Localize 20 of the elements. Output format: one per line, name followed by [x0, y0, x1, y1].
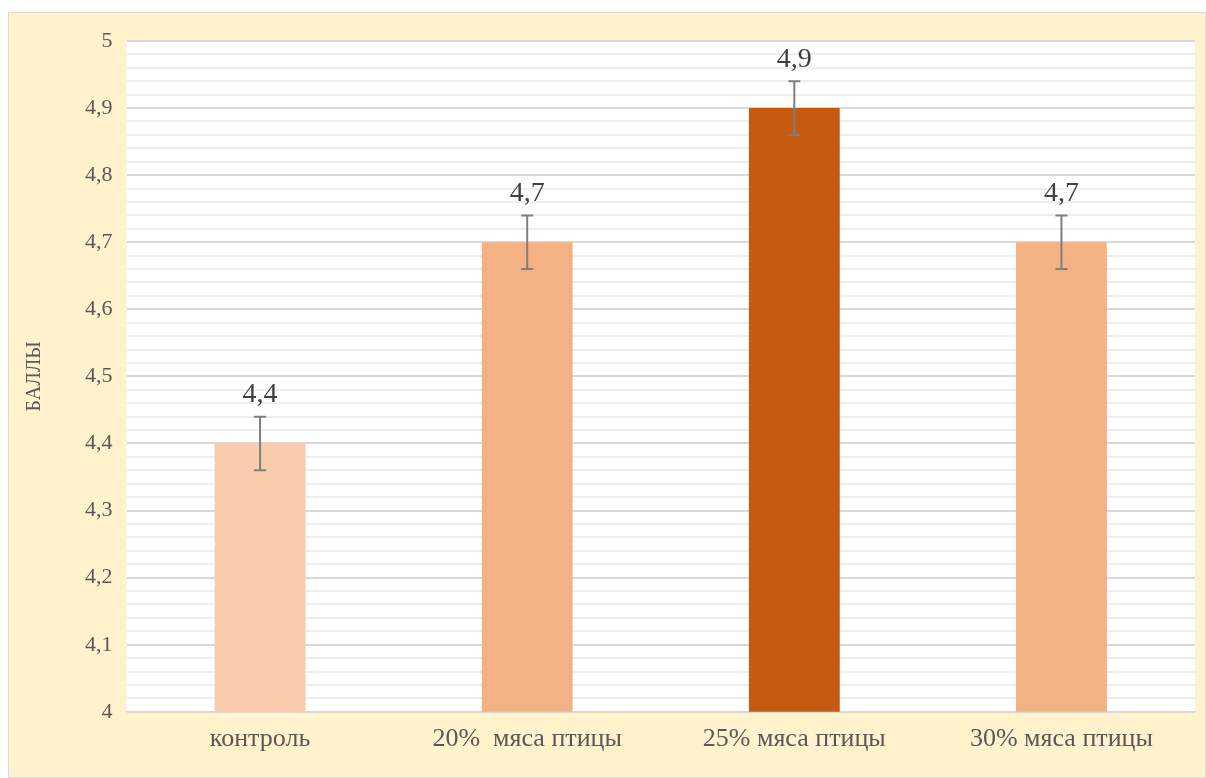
- y-tick-label: 4,5: [85, 362, 113, 388]
- data-label: 4,7: [509, 175, 545, 207]
- x-tick-label: 25% мяса птицы: [702, 723, 886, 753]
- y-tick-label: 4,4: [85, 429, 113, 455]
- data-label: 4,4: [242, 377, 278, 409]
- x-tick-label: 20% мяса птицы: [432, 723, 622, 753]
- y-tick-label: 4,8: [85, 160, 113, 186]
- y-tick-label: 4,9: [85, 93, 113, 119]
- x-tick-label: контроль: [209, 723, 311, 753]
- y-tick-label: 4,2: [85, 563, 113, 589]
- y-tick-label: 4,6: [85, 295, 113, 321]
- y-tick-label: 4: [101, 697, 113, 723]
- y-tick-label: 4,7: [85, 228, 113, 254]
- y-tick-label: 4,3: [85, 496, 113, 522]
- y-tick-label: 5: [101, 26, 113, 52]
- y-tick-label: 4,1: [85, 630, 113, 656]
- y-axis-title: БАЛЛЫ: [22, 341, 45, 412]
- data-label: 4,7: [1043, 175, 1079, 207]
- data-label: 4,9: [776, 41, 812, 73]
- x-tick-label: 30% мяса птицы: [969, 723, 1153, 753]
